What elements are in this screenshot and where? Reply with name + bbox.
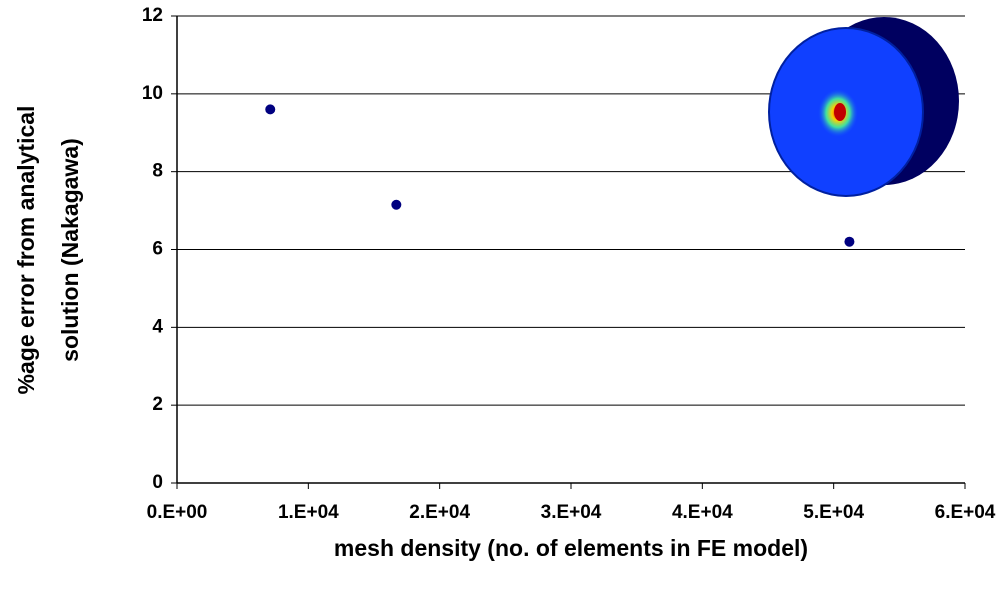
x-tick-label: 3.E+04 bbox=[541, 502, 602, 523]
y-tick-label: 10 bbox=[142, 83, 163, 104]
y-axis-title: solution (Nakagawa) bbox=[57, 138, 83, 362]
inset-model-image bbox=[769, 17, 959, 196]
y-tick-label: 4 bbox=[152, 316, 163, 337]
data-point bbox=[265, 104, 275, 114]
x-axis-title: mesh density (no. of elements in FE mode… bbox=[334, 535, 808, 561]
y-tick-label: 0 bbox=[152, 472, 163, 493]
x-tick-label: 5.E+04 bbox=[803, 502, 864, 523]
x-tick-label: 4.E+04 bbox=[672, 502, 733, 523]
x-tick-label: 6.E+04 bbox=[935, 502, 996, 523]
y-tick-label: 8 bbox=[152, 161, 163, 182]
y-axis-title: %age error from analytical bbox=[13, 106, 39, 395]
data-point bbox=[391, 200, 401, 210]
y-tick-label: 2 bbox=[152, 394, 163, 415]
x-tick-label: 0.E+00 bbox=[147, 502, 208, 523]
x-tick-label: 1.E+04 bbox=[278, 502, 339, 523]
chart: mesh density (no. of elements in FE mode… bbox=[0, 0, 1008, 594]
y-tick-label: 12 bbox=[142, 5, 163, 26]
data-point bbox=[844, 237, 854, 247]
x-tick-label: 2.E+04 bbox=[409, 502, 470, 523]
y-tick-label: 6 bbox=[152, 239, 163, 260]
